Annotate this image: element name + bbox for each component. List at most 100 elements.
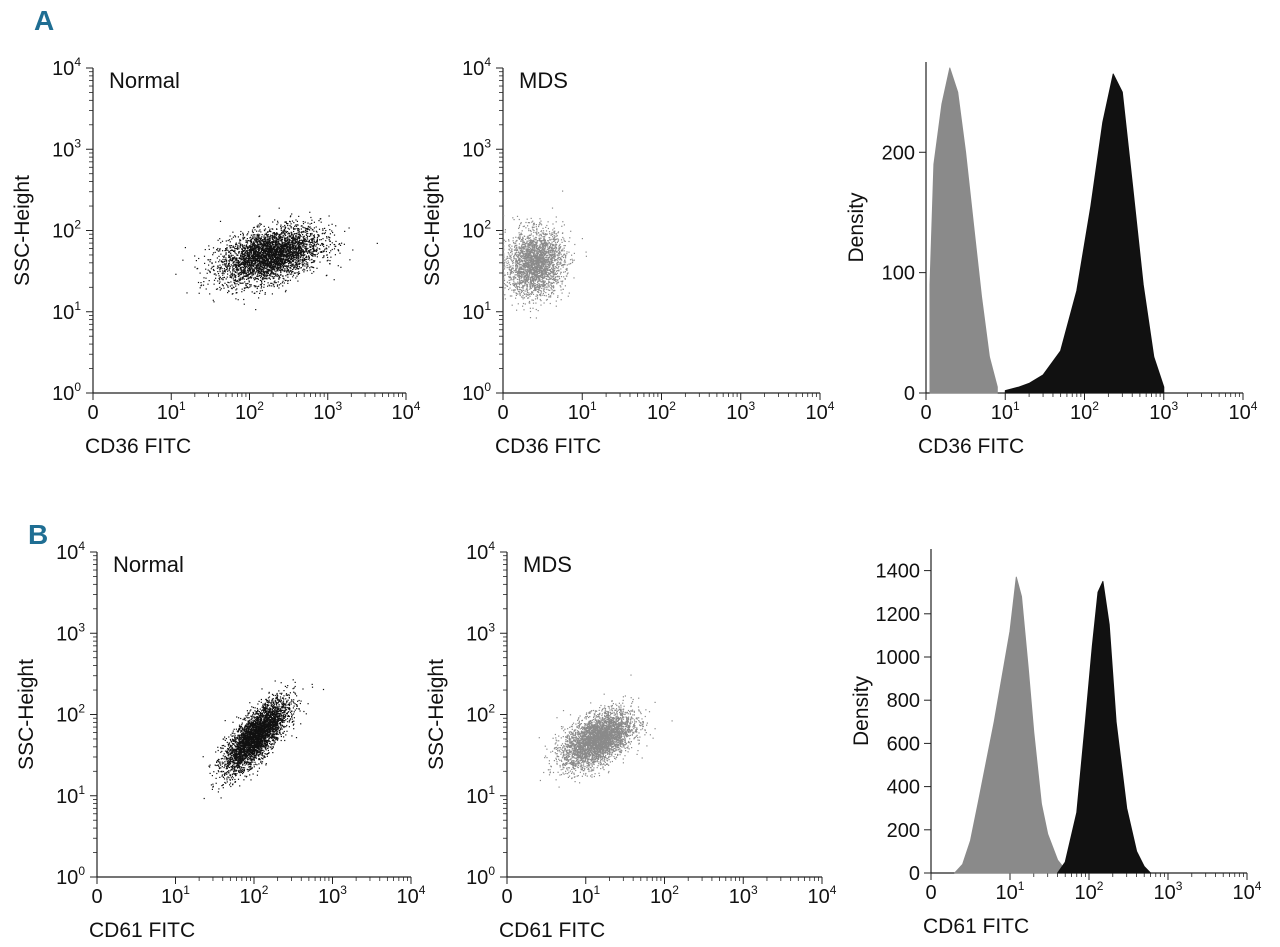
scatter-point <box>269 229 271 232</box>
scatter-point <box>285 221 287 223</box>
scatter-point <box>524 290 526 292</box>
scatter-point <box>293 255 295 257</box>
scatter-point <box>553 286 555 288</box>
scatter-point <box>257 263 259 265</box>
scatter-point <box>239 266 241 268</box>
scatter-point <box>300 250 302 252</box>
scatter-point <box>273 236 275 238</box>
scatter-point <box>212 299 214 301</box>
scatter-point <box>267 231 269 233</box>
scatter-point <box>276 285 279 287</box>
scatter-point <box>285 242 288 245</box>
scatter-point <box>235 276 237 278</box>
scatter-point <box>226 265 228 267</box>
scatter-point <box>240 271 242 273</box>
scatter-point <box>276 240 278 242</box>
scatter-point <box>324 227 326 229</box>
scatter-point <box>259 261 261 263</box>
scatter-point <box>271 261 273 263</box>
scatter-point <box>222 250 224 252</box>
scatter-point <box>310 253 312 256</box>
scatter-point <box>302 260 304 262</box>
scatter-point <box>310 244 313 246</box>
scatter-point <box>236 267 238 269</box>
scatter-point <box>254 259 256 261</box>
scatter-point <box>286 247 288 249</box>
scatter-point <box>273 281 275 283</box>
scatter-point <box>283 251 285 253</box>
scatter-point <box>302 237 304 239</box>
scatter-point <box>220 253 222 255</box>
scatter-point <box>519 255 521 257</box>
scatter-point <box>272 243 274 245</box>
scatter-point <box>252 250 254 252</box>
scatter-point <box>327 256 329 259</box>
scatter-point <box>208 280 210 282</box>
scatter-point <box>218 255 220 257</box>
scatter-point <box>260 267 262 270</box>
scatter-point <box>535 302 537 304</box>
scatter-point <box>242 271 245 273</box>
scatter-point <box>264 280 266 283</box>
scatter-point <box>280 228 282 230</box>
scatter-point <box>256 281 258 283</box>
scatter-point <box>292 246 294 249</box>
scatter-point <box>335 240 337 242</box>
scatter-point <box>292 250 295 252</box>
scatter-point <box>276 238 278 240</box>
scatter-point <box>279 256 281 258</box>
scatter-point <box>287 274 289 276</box>
scatter-point <box>523 268 525 270</box>
scatter-point <box>251 250 253 252</box>
scatter-point <box>230 277 233 279</box>
scatter-point <box>293 252 295 254</box>
scatter-point <box>261 257 263 259</box>
scatter-point <box>296 255 298 257</box>
scatter-point <box>258 248 261 250</box>
scatter-point <box>534 248 536 250</box>
scatter-point <box>535 271 537 273</box>
scatter-point <box>288 228 290 230</box>
scatter-point <box>296 264 299 266</box>
scatter-point <box>552 254 554 256</box>
scatter-point <box>256 234 258 237</box>
scatter-point <box>237 268 239 270</box>
scatter-point <box>230 259 232 261</box>
scatter-series-0 <box>503 190 587 319</box>
scatter-point <box>227 285 229 287</box>
scatter-point <box>249 259 251 261</box>
scatter-point <box>306 243 308 245</box>
scatter-point <box>244 275 246 277</box>
scatter-point <box>519 291 521 293</box>
scatter-point <box>321 243 323 245</box>
scatter-point <box>246 261 248 263</box>
scatter-point <box>550 251 552 253</box>
scatter-point <box>295 238 297 240</box>
scatter-point <box>312 242 314 244</box>
scatter-point <box>539 250 541 252</box>
scatter-point <box>508 262 510 264</box>
scatter-point <box>256 291 258 293</box>
scatter-point <box>224 270 226 272</box>
scatter-point <box>226 244 228 246</box>
scatter-point <box>285 238 287 240</box>
scatter-point <box>302 246 304 248</box>
scatter-point <box>522 225 524 228</box>
scatter-point <box>259 241 261 243</box>
scatter-point <box>553 250 555 252</box>
scatter-point <box>287 227 289 229</box>
scatter-point <box>281 244 283 246</box>
scatter-point <box>329 244 331 246</box>
scatter-point <box>256 242 258 244</box>
scatter-point <box>505 284 507 286</box>
scatter-point <box>300 249 302 251</box>
scatter-point <box>253 245 255 247</box>
scatter-point <box>275 250 277 252</box>
scatter-point <box>513 289 515 291</box>
scatter-point <box>249 245 251 247</box>
scatter-point <box>253 258 255 260</box>
scatter-point <box>295 233 297 235</box>
scatter-point <box>539 265 541 267</box>
scatter-point <box>298 215 300 217</box>
scatter-point <box>311 272 313 274</box>
